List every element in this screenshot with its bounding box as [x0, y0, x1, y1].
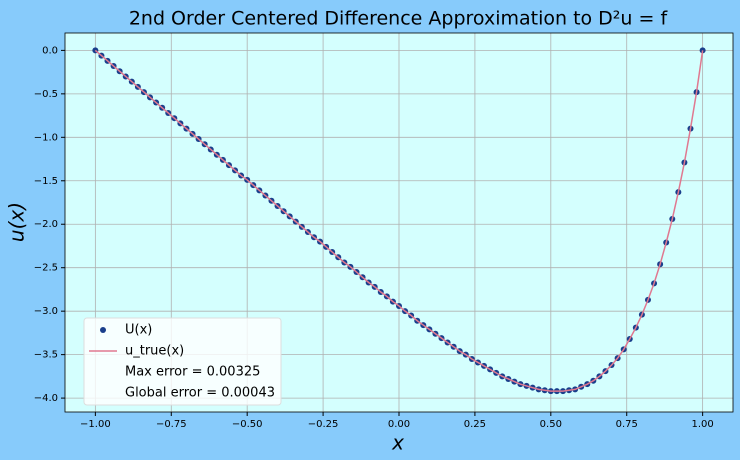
y-tick-label: −3.5 — [34, 350, 58, 361]
y-tick-label: −1.0 — [34, 132, 58, 143]
y-tick-label: 0.0 — [42, 45, 58, 56]
y-axis-label: u(x) — [5, 202, 29, 242]
axes-frame — [64, 32, 734, 413]
x-tick-label: 0.25 — [464, 419, 486, 430]
x-tick-label: −0.75 — [156, 419, 187, 430]
series-line — [94, 49, 704, 392]
x-tick-label: 0.50 — [540, 419, 562, 430]
data-point — [699, 47, 706, 54]
y-tick-label: −1.5 — [34, 176, 58, 187]
legend-note: Max error = 0.00325 — [125, 365, 260, 380]
legend-label: u_true(x) — [125, 344, 184, 359]
legend-note: Global error = 0.00043 — [125, 386, 275, 401]
x-tick-label: −0.25 — [308, 419, 339, 430]
y-tick-label: −2.0 — [34, 219, 58, 230]
legend-label: U(x) — [125, 323, 152, 338]
x-tick-label: −1.00 — [80, 419, 111, 430]
y-tick-label: −4.0 — [34, 393, 58, 404]
x-axis-label: x — [391, 431, 404, 455]
legend-marker — [100, 327, 106, 333]
y-tick-label: −3.0 — [34, 306, 58, 317]
legend: U(x) u_true(x) Max error = 0.00325 Global e… — [83, 317, 282, 406]
x-tick-label: 0.00 — [388, 419, 410, 430]
y-tick-label: −0.5 — [34, 89, 58, 100]
y-tick-label: −2.5 — [34, 263, 58, 274]
x-tick-label: −0.50 — [232, 419, 263, 430]
x-tick-label: 1.00 — [692, 419, 714, 430]
chart-title: 2nd Order Centered Difference Approximat… — [129, 8, 669, 30]
x-tick-label: 0.75 — [616, 419, 638, 430]
legend-box — [83, 317, 282, 406]
